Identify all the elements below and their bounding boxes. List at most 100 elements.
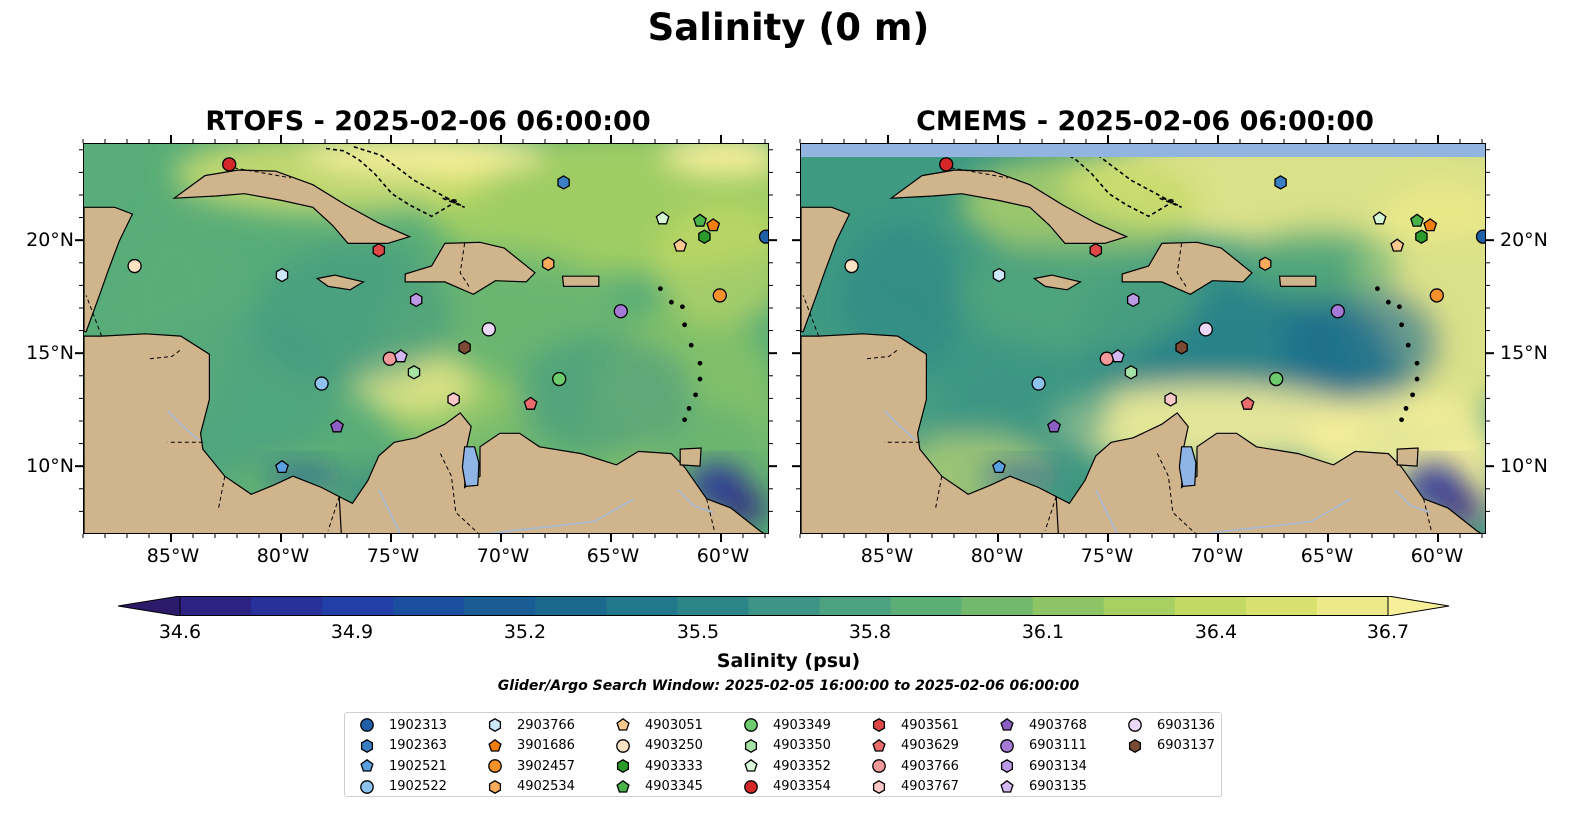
float-marker-1902313 bbox=[1475, 229, 1485, 244]
float-marker-6903137 bbox=[1175, 340, 1188, 355]
float-marker-2903766 bbox=[992, 267, 1006, 283]
legend-marker bbox=[744, 779, 758, 794]
legend-item: 4903345 bbox=[613, 777, 703, 797]
legend-label: 4903354 bbox=[773, 779, 831, 794]
float-marker-2903766 bbox=[275, 267, 289, 283]
legend-marker bbox=[488, 718, 502, 732]
legend-marker bbox=[360, 779, 374, 794]
float-marker-1902363 bbox=[557, 175, 570, 190]
legend-marker bbox=[616, 717, 630, 731]
legend-label: 6903134 bbox=[1029, 758, 1087, 774]
float-marker-4903349 bbox=[552, 371, 567, 387]
legend-label: 4903561 bbox=[901, 717, 959, 733]
legend-item: 6903134 bbox=[997, 756, 1087, 776]
lon-tick-label: 60°W bbox=[696, 545, 750, 567]
search-window-note: Glider/Argo Search Window: 2025-02-05 16… bbox=[497, 678, 1080, 694]
float-marker-4903354 bbox=[939, 157, 954, 172]
legend-marker bbox=[1128, 718, 1142, 732]
float-marker-1902522 bbox=[1031, 376, 1046, 391]
float-marker-4903345 bbox=[693, 213, 707, 227]
float-marker-4903352 bbox=[1372, 211, 1387, 225]
lat-tick-label: 10°N bbox=[1500, 455, 1548, 477]
legend-label: 6903135 bbox=[1029, 779, 1087, 794]
legend-marker bbox=[1000, 759, 1014, 773]
legend-marker bbox=[1000, 738, 1014, 753]
legend-item: 4902534 bbox=[485, 777, 575, 797]
lon-tick-label: 85°W bbox=[146, 545, 200, 567]
legend-label: 6903136 bbox=[1157, 717, 1215, 733]
figure-title: Salinity (0 m) bbox=[647, 6, 930, 49]
legend-label: 4902534 bbox=[517, 779, 575, 794]
colorbar-tick-label: 35.5 bbox=[676, 621, 720, 643]
float-marker-1902313 bbox=[758, 229, 768, 244]
float-marker-6903134 bbox=[1126, 292, 1140, 308]
legend-label: 4903349 bbox=[773, 717, 831, 733]
float-marker-1902521 bbox=[275, 459, 289, 474]
legend-item: 6903136 bbox=[1125, 715, 1215, 735]
legend-item: 6903137 bbox=[1125, 736, 1215, 756]
rtofs-panel-title: RTOFS - 2025-02-06 06:00:00 bbox=[205, 106, 651, 137]
float-marker-4903768 bbox=[1047, 419, 1061, 433]
legend-label: 4903333 bbox=[645, 758, 703, 774]
float-marker-4903333 bbox=[698, 229, 711, 244]
float-marker-6903137 bbox=[458, 340, 471, 355]
float-marker-4903768 bbox=[330, 419, 344, 433]
float-marker-6903135 bbox=[393, 349, 408, 363]
legend-marker bbox=[1000, 717, 1014, 731]
float-marker-4902534 bbox=[1258, 256, 1272, 272]
float-marker-4903250 bbox=[844, 258, 859, 274]
float-marker-4903561 bbox=[372, 242, 386, 258]
legend-item: 2903766 bbox=[485, 715, 575, 735]
legend-item: 4903561 bbox=[869, 715, 959, 735]
float-marker-4903250 bbox=[127, 258, 142, 274]
legend-item: 6903111 bbox=[997, 736, 1087, 756]
lon-tick-label: 65°W bbox=[586, 545, 640, 567]
colorbar-tick-label: 35.2 bbox=[503, 621, 547, 643]
legend-marker bbox=[616, 738, 630, 753]
float-marker-4903629 bbox=[523, 396, 538, 410]
legend-marker bbox=[360, 718, 374, 732]
float-marker-6903136 bbox=[481, 322, 496, 337]
colorbar-tick-label: 36.1 bbox=[1021, 621, 1065, 643]
legend-item: 4903051 bbox=[613, 715, 703, 735]
legend-marker bbox=[488, 779, 502, 794]
lon-tick-label: 60°W bbox=[1410, 545, 1464, 567]
legend-item: 4903766 bbox=[869, 756, 959, 776]
lat-tick-label: 20°N bbox=[1500, 229, 1548, 251]
float-marker-4903333 bbox=[1415, 229, 1428, 244]
legend-label: 4903766 bbox=[901, 758, 959, 774]
lon-tick-label: 70°W bbox=[476, 545, 530, 567]
legend-item: 4903350 bbox=[741, 736, 831, 756]
float-marker-6903134 bbox=[409, 292, 423, 308]
legend-marker bbox=[616, 759, 630, 773]
lat-tick-label: 20°N bbox=[26, 229, 74, 251]
float-marker-1902521 bbox=[992, 459, 1006, 474]
float-marker-4903350 bbox=[407, 365, 421, 380]
legend-item: 1902313 bbox=[357, 715, 447, 735]
float-marker-4903352 bbox=[655, 211, 670, 225]
colorbar-tick-label: 34.6 bbox=[158, 621, 202, 643]
lat-tick-label: 15°N bbox=[26, 342, 74, 364]
legend-label: 6903137 bbox=[1157, 738, 1215, 753]
cmems-panel-title: CMEMS - 2025-02-06 06:00:00 bbox=[916, 106, 1374, 137]
legend-label: 4903352 bbox=[773, 758, 831, 774]
float-marker-6903111 bbox=[1330, 304, 1345, 319]
legend-item: 4903250 bbox=[613, 736, 703, 756]
legend-label: 4903350 bbox=[773, 738, 831, 753]
lon-tick-label: 65°W bbox=[1300, 545, 1354, 567]
float-marker-4902534 bbox=[541, 256, 555, 272]
legend-item: 4903354 bbox=[741, 777, 831, 797]
float-marker-4903345 bbox=[1410, 213, 1424, 227]
legend-label: 1902522 bbox=[389, 779, 447, 794]
legend-item: 3901686 bbox=[485, 736, 575, 756]
salinity-colorbar bbox=[118, 596, 1450, 616]
float-marker-4903354 bbox=[222, 157, 237, 172]
legend-label: 1902313 bbox=[389, 717, 447, 733]
legend-marker bbox=[488, 738, 502, 752]
legend-item: 4903767 bbox=[869, 777, 959, 797]
legend-marker bbox=[744, 718, 758, 732]
legend-marker bbox=[872, 718, 886, 732]
legend-label: 2903766 bbox=[517, 717, 575, 733]
legend-label: 6903111 bbox=[1029, 738, 1087, 753]
legend-marker bbox=[360, 758, 374, 772]
